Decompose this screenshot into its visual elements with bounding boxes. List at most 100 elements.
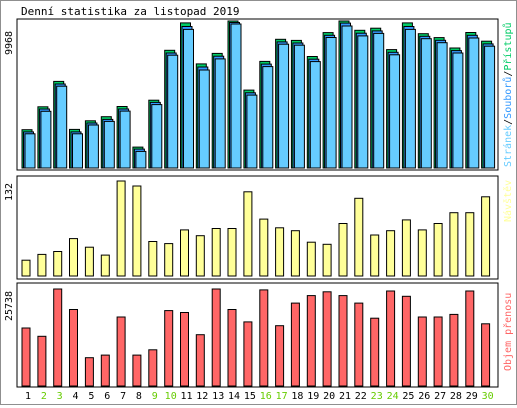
kbytes-bar-day-3	[53, 288, 63, 387]
visits-bar-day-26	[417, 229, 427, 277]
x-label-day-4: 4	[72, 391, 78, 402]
pages-bar-day-29	[468, 37, 480, 169]
x-label-day-13: 13	[212, 391, 224, 402]
x-label-day-1: 1	[25, 391, 31, 402]
visits-bar-day-25	[401, 219, 411, 277]
visits-bar-day-7	[116, 180, 126, 277]
visits-bar-day-21	[338, 223, 348, 277]
visits-bar-day-9	[148, 241, 158, 277]
x-label-day-8: 8	[136, 391, 142, 402]
visits-bar-day-20	[322, 243, 332, 277]
x-label-day-18: 18	[291, 391, 303, 402]
pages-bar-day-11	[183, 28, 194, 169]
visits-bar-day-5	[84, 246, 94, 277]
kbytes-bar-day-19	[306, 295, 316, 387]
visits-bar-day-22	[354, 197, 364, 277]
x-label-day-19: 19	[307, 391, 319, 402]
kbytes-bar-day-1	[21, 327, 31, 387]
x-label-day-17: 17	[276, 391, 288, 402]
pages-bar-day-4	[72, 133, 83, 169]
x-label-day-16: 16	[260, 391, 272, 402]
visits-bar-day-12	[195, 235, 205, 277]
pages-bar-day-19	[309, 61, 321, 169]
pages-bar-day-15	[246, 94, 258, 169]
x-label-day-3: 3	[57, 391, 63, 402]
visits-bar-day-13	[211, 228, 221, 277]
pages-bar-day-3	[56, 85, 68, 169]
kbytes-bar-day-25	[401, 295, 411, 387]
chart-title: Denní statistika za listopad 2019	[21, 5, 240, 18]
visits-bar-day-29	[465, 212, 475, 277]
x-axis-day-labels: 1 2 3 4 5 6 7 8 9 10 11 12 13 14 15 16 17 18 19 20 21 22 23 24 2…	[25, 391, 494, 402]
visits-bar-day-8	[132, 185, 142, 277]
x-label-day-30: 30	[482, 391, 494, 402]
x-label-day-2: 2	[41, 391, 47, 402]
kbytes-bar-day-17	[275, 325, 285, 387]
kbytes-bar-day-7	[116, 316, 126, 387]
pages-bar-day-30	[484, 45, 496, 169]
kbytes-bar-day-28	[449, 313, 459, 387]
pages-bar-day-6	[103, 120, 115, 169]
panel-hits-files-pages: 9968 Stránek/Souborů/Přístupů	[4, 18, 514, 171]
visits-bar-day-15	[243, 191, 253, 277]
x-label-day-28: 28	[450, 391, 462, 402]
x-label-day-14: 14	[228, 391, 240, 402]
panel-kbytes-max-label: 25738	[4, 291, 15, 321]
visits-bars-group	[21, 180, 491, 277]
x-label-day-7: 7	[120, 391, 126, 402]
x-label-day-15: 15	[244, 391, 256, 402]
legend-pages-label: Stránek	[502, 125, 514, 167]
kbytes-bar-day-15	[243, 321, 253, 387]
kbytes-bar-day-29	[465, 290, 475, 387]
hits-bars-group	[21, 20, 496, 169]
kbytes-bar-day-27	[433, 316, 443, 387]
x-label-day-26: 26	[418, 391, 430, 402]
panel-kbytes: 25738 Objem přenosu	[4, 282, 514, 388]
pages-bar-day-14	[230, 23, 242, 169]
legend-hits-label: Přístupů	[502, 22, 514, 70]
visits-bar-day-1	[21, 259, 31, 277]
kbytes-bar-day-18	[290, 302, 300, 387]
kbytes-bar-day-8	[132, 354, 142, 387]
visits-bar-day-19	[306, 241, 316, 277]
panel-hits-max-label: 9968	[4, 31, 15, 55]
kbytes-bar-day-5	[84, 357, 94, 387]
pages-bar-day-28	[452, 52, 464, 169]
pages-bar-day-2	[40, 110, 52, 169]
pages-bar-day-22	[357, 35, 369, 169]
x-label-day-21: 21	[339, 391, 351, 402]
pages-bar-day-8	[135, 150, 147, 169]
x-label-day-10: 10	[165, 391, 177, 402]
legend-sep-2: /	[503, 71, 514, 77]
pages-bar-day-13	[214, 58, 226, 169]
kbytes-bars-group	[21, 288, 491, 387]
x-label-day-25: 25	[402, 391, 414, 402]
x-label-day-6: 6	[104, 391, 110, 402]
x-label-day-29: 29	[466, 391, 478, 402]
kbytes-bar-day-14	[227, 309, 237, 387]
panel-visits-max-label: 132	[4, 183, 15, 201]
legend-sep-1: /	[503, 119, 514, 125]
visits-bar-day-18	[290, 230, 300, 277]
visits-bar-day-17	[275, 227, 285, 277]
x-label-day-20: 20	[323, 391, 335, 402]
kbytes-bar-day-23	[370, 317, 380, 387]
x-label-day-9: 9	[152, 391, 158, 402]
pages-bar-day-25	[404, 28, 416, 169]
pages-bar-day-1	[24, 133, 36, 169]
pages-bar-day-27	[436, 42, 448, 169]
pages-bar-day-12	[198, 69, 210, 169]
kbytes-bar-day-10	[164, 310, 174, 387]
kbytes-bar-day-21	[338, 295, 348, 387]
kbytes-bar-day-2	[37, 335, 47, 387]
visits-bar-day-2	[37, 253, 47, 277]
pages-bar-day-23	[373, 32, 385, 169]
kbytes-bar-day-20	[322, 291, 332, 387]
visits-bar-day-30	[481, 196, 491, 277]
kbytes-bar-day-26	[417, 316, 427, 387]
visits-bar-day-6	[100, 254, 110, 277]
pages-bar-day-21	[341, 25, 353, 169]
x-label-day-24: 24	[387, 391, 399, 402]
